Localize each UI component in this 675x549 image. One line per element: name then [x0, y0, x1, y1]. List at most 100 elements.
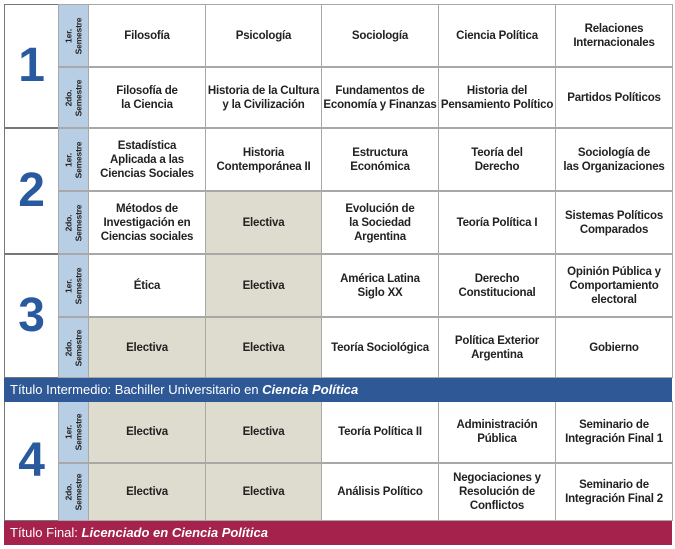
semester-line: Semestre — [73, 473, 84, 511]
semester-line: Semestre — [73, 267, 84, 304]
course-line: Comportamiento — [569, 279, 659, 292]
semester-label: 2do. Semestre — [58, 191, 89, 254]
course-line: Filosofía — [124, 29, 170, 42]
course-line: Filosofía de — [116, 84, 178, 97]
course-cell: Electiva — [88, 463, 206, 521]
year-number: 4 — [4, 401, 59, 521]
course-line: Económica — [350, 160, 410, 173]
semester-text: 2do. Semestre — [64, 474, 84, 511]
course-line: Relaciones — [584, 22, 644, 35]
course-line: Electiva — [242, 426, 285, 438]
course-cell: Electiva — [205, 254, 322, 317]
course-line: Economía y Finanzas — [323, 98, 437, 111]
semester-line: 2do. — [63, 483, 74, 501]
course-cell: Sistemas Políticos Comparados — [555, 191, 673, 254]
course-line: Psicología — [235, 29, 292, 42]
semester-line: Semestre — [73, 413, 84, 451]
course-cell: Gobierno — [555, 317, 673, 378]
course-cell: Electiva — [88, 317, 206, 378]
course-line: las Organizaciones — [563, 160, 665, 173]
course-cell: Política Exterior Argentina — [438, 317, 556, 378]
course-cell: Filosofía — [88, 4, 206, 67]
semester-line: 1er. — [63, 278, 74, 293]
course-line: Teoría del — [471, 146, 523, 159]
course-line: Administración — [456, 419, 538, 431]
course-line: Partidos Políticos — [567, 91, 661, 104]
title-banner: Título Final: Licenciado en Ciencia Polí… — [4, 521, 672, 545]
course-cell: Teoría Sociológica — [321, 317, 439, 378]
course-cell: América Latina Siglo XX — [321, 254, 439, 317]
semester-line: Semestre — [73, 141, 84, 178]
course-line: Política Exterior — [454, 334, 540, 347]
course-line: Sociología de — [577, 146, 651, 159]
banner-prefix: Título Intermedio: Bachiller Universitar… — [10, 382, 263, 397]
course-line: Electiva — [126, 486, 168, 498]
semester-line: 2do. — [63, 89, 74, 106]
course-line: Ética — [133, 279, 161, 292]
course-line: Pensamiento Político — [440, 98, 554, 111]
semester-line: 1er. — [63, 28, 74, 43]
course-cell: Análisis Político — [321, 463, 439, 521]
course-line: Análisis Político — [337, 486, 423, 498]
course-line: Integración Final 2 — [565, 493, 663, 505]
course-cell: Electiva — [205, 317, 322, 378]
course-line: Siglo XX — [357, 286, 403, 299]
semester-text: 1er. Semestre — [64, 267, 84, 304]
course-cell: Filosofía de la Ciencia — [88, 67, 206, 128]
semester-text: 2do. Semestre — [64, 204, 84, 241]
course-cell: Ética — [88, 254, 206, 317]
course-line: Internacionales — [573, 36, 655, 49]
course-line: América Latina — [340, 272, 420, 285]
semester-line: 2do. — [63, 214, 74, 231]
course-line: Conflictos — [469, 500, 525, 512]
course-cell: Métodos de Investigación en Ciencias socia… — [88, 191, 206, 254]
course-cell: Seminario de Integración Final 2 — [555, 463, 673, 521]
course-line: Ciencias sociales — [100, 230, 194, 243]
course-line: la Sociedad — [349, 216, 411, 229]
course-cell: Historia de la Cultura y la Civilización — [205, 67, 322, 128]
course-line: Negociaciones y — [453, 472, 541, 484]
semester-label: 1er. Semestre — [58, 4, 89, 67]
course-cell: Teoría Política II — [321, 401, 439, 463]
title-banner: Título Intermedio: Bachiller Universitar… — [4, 378, 672, 402]
semester-text: 1er. Semestre — [64, 17, 84, 54]
course-cell: Electiva — [205, 463, 322, 521]
banner-bold: Ciencia Política — [262, 382, 359, 397]
course-line: Electiva — [242, 279, 285, 292]
year-number: 3 — [4, 254, 59, 378]
course-cell: Estadística Aplicada a las Ciencias Social… — [88, 128, 206, 191]
course-line: Integración Final 1 — [565, 433, 663, 445]
year-number: 2 — [4, 128, 59, 254]
course-line: Electiva — [242, 486, 285, 498]
course-line: Resolución de — [459, 486, 535, 498]
semester-label: 2do. Semestre — [58, 463, 89, 521]
course-line: Fundamentos de — [335, 84, 425, 97]
semester-label: 2do. Semestre — [58, 67, 89, 128]
semester-line: 2do. — [63, 339, 74, 356]
course-line: Evolución de — [345, 202, 415, 215]
course-line: Argentina — [354, 230, 406, 243]
semester-line: Semestre — [73, 204, 84, 241]
course-cell: Ciencia Política — [438, 4, 556, 67]
semester-text: 2do. Semestre — [64, 329, 84, 366]
banner-bold: Licenciado en Ciencia Política — [81, 525, 268, 540]
course-line: Electiva — [126, 426, 168, 438]
course-cell: Evolución de la Sociedad Argentina — [321, 191, 439, 254]
course-line: Seminario de — [579, 419, 649, 431]
course-line: Constitucional — [458, 286, 536, 299]
course-line: Pública — [477, 433, 517, 445]
course-line: Opinión Pública y — [567, 265, 661, 278]
course-line: Seminario de — [579, 479, 649, 491]
course-cell: Teoría del Derecho — [438, 128, 556, 191]
course-cell: Relaciones Internacionales — [555, 4, 673, 67]
course-cell: Psicología — [205, 4, 322, 67]
course-line: y la Civilización — [222, 98, 305, 111]
course-line: Contemporánea II — [216, 160, 311, 173]
course-cell: Negociaciones y Resolución de Conflictos — [438, 463, 556, 521]
semester-text: 1er. Semestre — [64, 141, 84, 178]
course-cell: Estructura Económica — [321, 128, 439, 191]
course-line: Historia del — [466, 84, 528, 97]
course-cell: Sociología de las Organizaciones — [555, 128, 673, 191]
course-line: Electiva — [126, 341, 168, 354]
